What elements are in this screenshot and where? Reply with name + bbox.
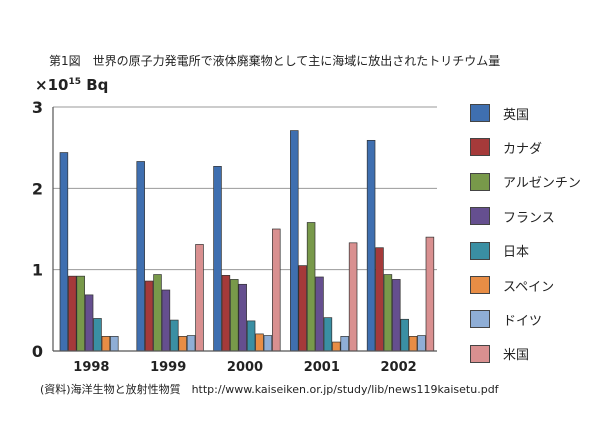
legend-swatch — [470, 344, 490, 363]
bar-2000-1 — [221, 275, 231, 352]
legend-label: カナダ — [503, 141, 543, 157]
y-axis-unit: ×1015 Bq — [35, 76, 108, 94]
bar-2000-5 — [255, 333, 264, 352]
legend-label: ドイツ — [503, 313, 543, 329]
legend-swatch — [470, 241, 490, 260]
bar-2000-4 — [246, 320, 256, 352]
bar-1999-3 — [161, 289, 171, 352]
unit-suffix: Bq — [80, 76, 109, 94]
bar-2002-0 — [366, 139, 376, 352]
unit-exponent: 15 — [68, 77, 81, 87]
bar-2001-6 — [340, 336, 349, 352]
x-tick-label: 2001 — [304, 360, 340, 375]
y-tick-labels: 0 1 2 3 — [32, 98, 43, 361]
x-tick-label: 2000 — [227, 360, 263, 375]
legend-label: 米国 — [503, 348, 530, 364]
bar-2002-4 — [400, 318, 409, 352]
bar-2001-5 — [332, 341, 341, 352]
legend-item: 日本 — [470, 241, 529, 261]
bar-2001-1 — [298, 265, 307, 352]
bar-1999-0 — [136, 161, 145, 352]
bar-2002-3 — [392, 279, 401, 352]
grid-lines — [53, 106, 437, 271]
bar-1998-1 — [68, 275, 77, 352]
bar-2001-2 — [306, 222, 316, 352]
bar-1999-2 — [153, 274, 162, 352]
bar-1998-6 — [110, 336, 119, 352]
legend-label: 日本 — [503, 245, 530, 261]
legend-swatch — [470, 172, 490, 191]
y-tick-label: 1 — [32, 261, 43, 280]
legend-item: フランス — [470, 206, 555, 226]
x-tick-labels: 1998 1999 2000 2001 2002 — [73, 360, 416, 375]
x-tick-label: 1998 — [73, 360, 109, 375]
bar-1999-7 — [195, 244, 204, 352]
source-note: (資料)海洋生物と放射性物質 http://www.kaiseiken.or.j… — [40, 383, 499, 396]
bar-1999-5 — [178, 336, 187, 352]
legend-item: 英国 — [470, 103, 529, 123]
legend-swatch — [470, 104, 490, 122]
bar-2000-3 — [238, 283, 247, 352]
bar-2002-6 — [417, 335, 426, 352]
legend-label: フランス — [503, 210, 555, 226]
legend-item: 米国 — [470, 344, 529, 364]
legend-item: カナダ — [470, 137, 542, 157]
bars — [59, 130, 435, 352]
x-tick-label: 2002 — [381, 360, 417, 375]
legend-label: スペイン — [503, 279, 555, 295]
bar-2001-4 — [323, 317, 333, 352]
bar-2002-7 — [425, 236, 435, 352]
bar-1998-4 — [93, 318, 102, 352]
legend-swatch — [470, 276, 490, 294]
y-tick-label: 3 — [32, 98, 43, 117]
legend-label: アルゼンチン — [503, 176, 581, 192]
bar-2002-5 — [408, 336, 418, 352]
bar-1999-4 — [170, 319, 179, 352]
bar-2002-1 — [375, 247, 384, 352]
bar-2000-7 — [272, 228, 281, 352]
axes — [52, 107, 437, 352]
legend-swatch — [470, 207, 490, 226]
bar-2001-3 — [315, 276, 324, 352]
legend-item: スペイン — [470, 275, 554, 295]
legend-swatch — [470, 138, 490, 157]
bar-2000-2 — [230, 279, 239, 352]
y-tick-label: 2 — [32, 179, 43, 198]
bar-2001-0 — [290, 130, 299, 352]
bar-2000-0 — [213, 166, 222, 352]
bar-1998-5 — [101, 336, 111, 352]
bar-1998-3 — [84, 294, 94, 352]
legend-label: 英国 — [503, 107, 530, 123]
bar-1998-2 — [76, 275, 85, 352]
legend-item: ドイツ — [470, 309, 542, 329]
bar-2001-7 — [348, 242, 358, 352]
bar-2000-6 — [263, 335, 273, 352]
bar-2002-2 — [383, 274, 393, 352]
unit-prefix: ×10 — [35, 76, 69, 94]
chart-title: 第1図 世界の原子力発電所で液体廃棄物として主に海域に放出されたトリチウム量 — [49, 54, 501, 68]
y-tick-label: 0 — [32, 342, 43, 361]
legend-item: アルゼンチン — [470, 172, 581, 192]
bar-1999-6 — [186, 335, 196, 352]
legend-swatch — [470, 310, 490, 329]
bar-1998-0 — [59, 152, 69, 352]
x-tick-label: 1999 — [150, 360, 186, 375]
bar-1999-1 — [144, 280, 154, 352]
